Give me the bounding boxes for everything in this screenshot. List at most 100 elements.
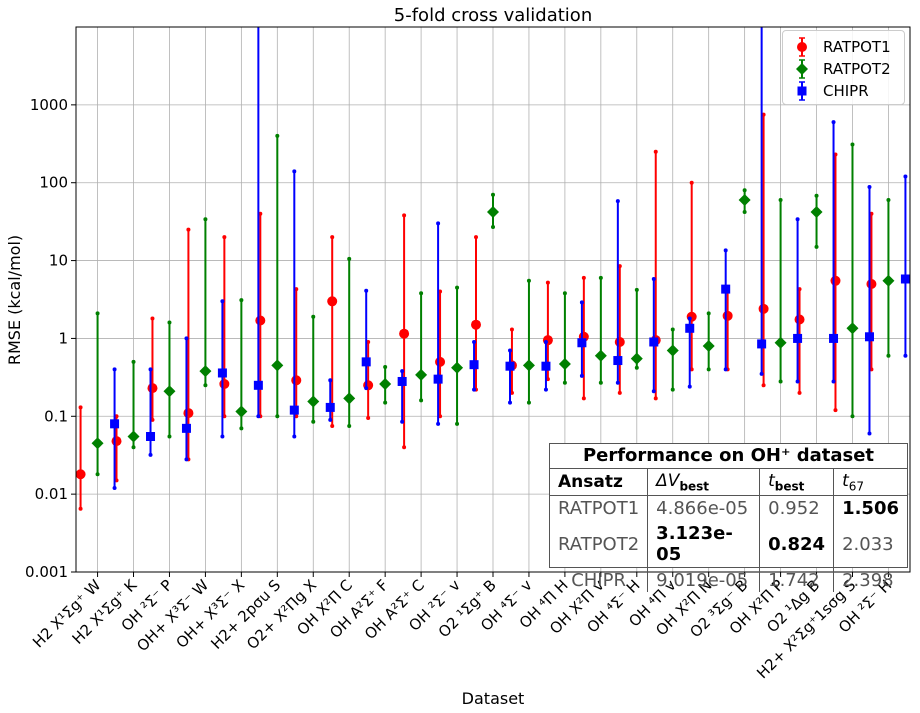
error-cap-upper xyxy=(311,314,316,319)
data-point xyxy=(505,361,515,371)
data-point xyxy=(451,361,464,374)
header-ansatz: Ansatz xyxy=(550,469,649,496)
data-point xyxy=(685,323,695,333)
data-point xyxy=(75,469,86,480)
header-t67-sub: 67 xyxy=(848,479,865,494)
data-point xyxy=(181,423,191,433)
error-cap-lower xyxy=(330,424,335,429)
table-row: RATPOT1 4.866e-05 0.952 1.506 xyxy=(550,495,907,521)
data-point xyxy=(722,310,733,321)
legend-label-chipr: CHIPR xyxy=(823,82,869,100)
error-cap-upper xyxy=(400,369,405,374)
error-cap-upper xyxy=(330,235,335,240)
legend-item-ratpot1: RATPOT1 xyxy=(789,36,898,58)
error-cap-lower xyxy=(543,387,548,392)
data-point xyxy=(111,436,122,447)
error-cap-upper xyxy=(670,327,675,332)
legend-label-ratpot1: RATPOT1 xyxy=(823,38,891,56)
data-point xyxy=(253,380,263,390)
error-cap-lower xyxy=(562,380,567,385)
row-name: RATPOT1 xyxy=(550,495,649,521)
error-cap-lower xyxy=(220,434,225,439)
error-cap-lower xyxy=(472,387,477,392)
error-cap-upper xyxy=(886,197,891,202)
error-cap-upper xyxy=(687,316,692,321)
error-cap-lower xyxy=(886,353,891,358)
data-point xyxy=(900,274,910,284)
error-cap-lower xyxy=(778,379,783,384)
data-point xyxy=(649,337,659,347)
error-cap-lower xyxy=(402,445,407,450)
error-cap-lower xyxy=(617,390,622,395)
data-point xyxy=(487,206,499,219)
circle-marker-icon xyxy=(797,37,807,57)
error-cap-lower xyxy=(112,485,117,490)
error-cap-upper xyxy=(778,197,783,202)
row-t67: 1.506 xyxy=(842,497,899,519)
data-point xyxy=(558,357,571,370)
error-cap-lower xyxy=(131,445,136,450)
error-cap-upper xyxy=(455,285,460,290)
error-cap-upper xyxy=(419,291,424,296)
data-point xyxy=(810,206,823,219)
header-t-best-sub: best xyxy=(774,479,805,494)
error-cap-upper xyxy=(383,364,388,369)
square-marker-icon xyxy=(797,81,807,101)
row-t67: 2.033 xyxy=(842,533,894,555)
error-cap-lower xyxy=(436,421,441,426)
error-cap-upper xyxy=(292,169,297,174)
error-cap-lower xyxy=(526,400,531,405)
data-point xyxy=(686,311,697,322)
data-point xyxy=(542,335,553,346)
error-cap-upper xyxy=(328,378,333,383)
row-delta-v: 3.123e-05 xyxy=(647,520,761,568)
y-axis-label: RMSE (kcal/mol) xyxy=(5,235,24,365)
table-row: CHIPR 9.019e-05 1.742 2.398 xyxy=(550,568,907,592)
error-cap-lower xyxy=(579,373,584,378)
error-cap-lower xyxy=(508,400,512,405)
data-point xyxy=(829,333,839,343)
error-cap-lower xyxy=(256,414,261,419)
data-point xyxy=(110,419,120,429)
error-cap-lower xyxy=(850,414,855,419)
error-cap-upper xyxy=(581,275,586,280)
error-cap-lower xyxy=(903,353,908,358)
data-point xyxy=(435,356,446,367)
row-delta-v: 9.019e-05 xyxy=(647,568,761,592)
error-cap-upper xyxy=(364,288,369,293)
error-cap-upper xyxy=(402,213,407,218)
data-point xyxy=(397,376,407,386)
row-t-best: 0.952 xyxy=(759,495,835,521)
data-point xyxy=(399,328,410,339)
data-point xyxy=(379,377,392,390)
data-point xyxy=(433,374,443,384)
data-point xyxy=(183,408,194,419)
error-cap-upper xyxy=(543,339,548,344)
legend-item-chipr: CHIPR xyxy=(789,80,898,102)
table-row: RATPOT2 3.123e-05 0.824 2.033 xyxy=(550,520,907,568)
data-point xyxy=(614,336,625,347)
data-point xyxy=(541,361,551,371)
error-cap-lower xyxy=(203,383,208,388)
diamond-marker-icon xyxy=(796,59,808,79)
y-tick-label: 1 xyxy=(58,329,68,347)
data-point xyxy=(721,284,731,294)
row-t-best: 0.824 xyxy=(759,520,835,568)
error-cap-lower xyxy=(598,380,603,385)
error-cap-lower xyxy=(364,386,369,391)
data-point xyxy=(325,402,335,412)
error-cap-upper xyxy=(706,311,711,316)
data-point xyxy=(289,405,299,415)
error-cap-upper xyxy=(867,185,872,190)
error-cap-upper xyxy=(167,320,172,325)
data-point xyxy=(147,383,158,394)
data-series xyxy=(75,27,910,511)
header-t-best: tbest xyxy=(759,469,835,496)
data-point xyxy=(146,432,156,442)
y-tick-label: 100 xyxy=(39,174,68,192)
error-cap-lower xyxy=(814,244,819,249)
data-point xyxy=(793,333,803,343)
series-ratpot2 xyxy=(91,133,895,477)
data-point xyxy=(666,344,679,357)
error-cap-lower xyxy=(761,383,766,388)
